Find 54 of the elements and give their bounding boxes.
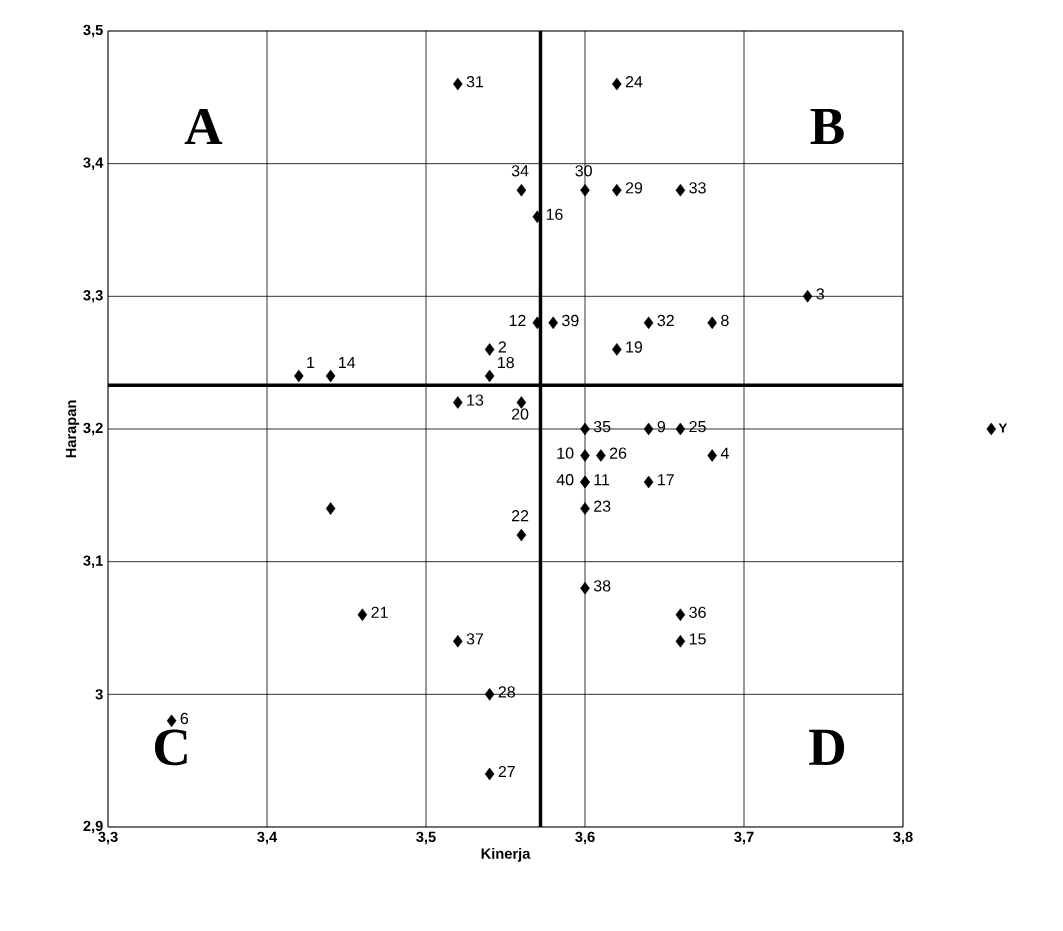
x-tick-label: 3,5	[416, 831, 436, 845]
annotation: 21	[371, 606, 388, 618]
y-tick-label: 3,2	[83, 422, 103, 436]
annotation: 17	[658, 474, 674, 486]
annotation: 25	[689, 420, 706, 433]
annotation: 30	[575, 165, 592, 177]
annotation: B	[810, 108, 844, 145]
x-tick-label: 3,4	[257, 831, 278, 845]
y-tick-label: 3,5	[83, 24, 103, 38]
annotation: 16	[546, 208, 563, 220]
x-tick-label: 3,7	[734, 831, 754, 845]
annotation: 26	[609, 447, 627, 459]
annotation: 13	[467, 394, 484, 406]
annotation: 20	[511, 408, 529, 420]
annotation: 11	[594, 474, 610, 486]
x-tick-label: 3,8	[893, 831, 913, 845]
annotation: 9	[657, 420, 665, 433]
annotation: 4	[720, 447, 729, 459]
annotation: 10	[557, 447, 574, 459]
annotation: 23	[594, 500, 611, 512]
annotation: 38	[593, 580, 611, 592]
y-tick-label: 3	[95, 689, 103, 700]
annotation: 12	[509, 314, 526, 326]
annotation: 40	[556, 474, 574, 486]
annotation: 15	[689, 633, 706, 645]
annotation: 22	[511, 510, 529, 522]
annotation: 36	[689, 606, 706, 618]
annotation: 24	[625, 76, 643, 88]
y-tick-label: 3,4	[83, 157, 104, 170]
x-axis-title: Kinerja	[481, 848, 531, 862]
annotation: 33	[689, 182, 706, 194]
annotation: 14	[339, 357, 356, 369]
annotation: 39	[562, 314, 579, 327]
annotation: 2	[498, 341, 506, 353]
y-axis-title: Harapan	[65, 400, 80, 458]
annotation: 34	[511, 165, 529, 177]
annotation: 8	[721, 314, 729, 327]
annotation: 35	[593, 420, 611, 433]
annotation: 31	[466, 76, 484, 88]
annotation: 29	[625, 182, 643, 194]
legend-label: Y	[998, 423, 1008, 433]
annotation: D	[809, 729, 845, 765]
annotation: 6	[180, 712, 189, 725]
y-tick-label: 3,1	[83, 555, 103, 568]
annotation: 32	[657, 314, 674, 327]
annotation: 37	[466, 633, 484, 645]
annotation: 19	[626, 341, 643, 353]
annotation: C	[154, 729, 187, 766]
annotation: 27	[498, 765, 515, 778]
x-tick-label: 3,6	[575, 831, 595, 845]
annotation: 18	[498, 356, 514, 369]
y-tick-label: 3,3	[83, 290, 103, 303]
annotation: 1	[307, 357, 315, 369]
annotation: A	[184, 108, 223, 145]
